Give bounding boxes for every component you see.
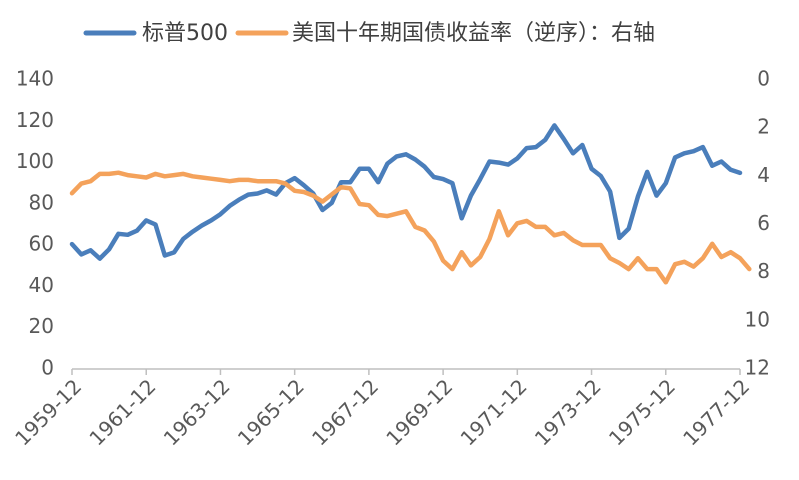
y-right-tick-label: 10 (745, 307, 770, 331)
y-left-tick-label: 140 (16, 67, 54, 91)
x-tick-label: 1975-12 (604, 374, 680, 450)
x-tick-label: 1973-12 (530, 374, 606, 450)
x-tick-label: 1977-12 (678, 374, 754, 450)
y-left-tick-label: 40 (29, 273, 54, 297)
legend-label-1: 标普500 (142, 21, 228, 46)
y-left-tick-label: 100 (16, 149, 54, 173)
x-tick-label: 1965-12 (233, 374, 309, 450)
y-right-tick-label: 12 (745, 356, 770, 380)
series-line-1 (69, 123, 743, 261)
x-tick-label: 1967-12 (307, 374, 383, 450)
y-left-tick-label: 120 (16, 108, 54, 132)
y-right-tick-label: 6 (757, 211, 770, 235)
y-left-tick-label: 0 (41, 356, 54, 380)
series-line-2 (69, 170, 752, 285)
y-left-tick-label: 80 (29, 190, 54, 214)
x-tick-label: 1969-12 (381, 374, 457, 450)
y-left-tick-label: 20 (29, 314, 54, 338)
y-right-tick-label: 2 (757, 115, 770, 139)
y-right-tick-label: 8 (757, 259, 770, 283)
x-tick-label: 1971-12 (456, 374, 532, 450)
y-right-tick-label: 0 (757, 67, 770, 91)
x-tick-label: 1963-12 (159, 374, 235, 450)
x-tick-label: 1959-12 (10, 374, 86, 450)
x-tick-label: 1961-12 (84, 374, 160, 450)
legend-label-2: 美国十年期国债收益率（逆序）：右轴 (292, 21, 655, 46)
y-left-tick-label: 60 (29, 232, 54, 256)
y-right-tick-label: 4 (757, 163, 770, 187)
